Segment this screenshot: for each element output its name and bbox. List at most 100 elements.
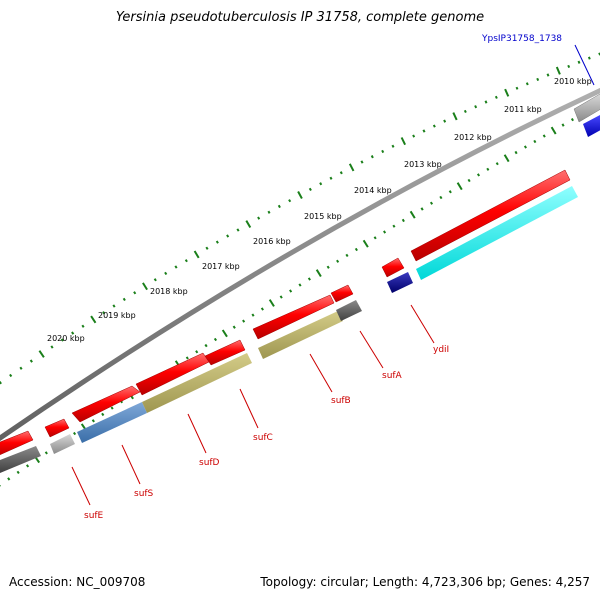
minor-scale-tick — [226, 234, 230, 238]
minor-scale-tick — [164, 271, 168, 276]
navy-category-box[interactable] — [387, 272, 413, 293]
minor-scale-tick — [523, 145, 527, 149]
sufc-sufb-category-box[interactable] — [258, 311, 343, 359]
gene-label-ydiI[interactable]: ydiI — [433, 345, 449, 355]
minor-scale-tick — [112, 304, 116, 308]
kbp-label-2014: 2014 kbp — [354, 186, 392, 195]
minor-scale-tick — [174, 265, 178, 269]
minor-scale-tick — [204, 343, 208, 348]
minor-scale-tick — [232, 325, 236, 329]
minor-scale-tick — [432, 124, 436, 128]
minor-scale-tick — [184, 259, 188, 263]
major-scale-tick — [142, 282, 148, 291]
major-scale-tick — [503, 154, 510, 163]
minor-scale-tick — [494, 95, 498, 99]
cds-features — [0, 93, 600, 457]
locus-tag-label[interactable]: YpsIP31758_1738 — [481, 34, 562, 44]
kbp-label-2013: 2013 kbp — [404, 160, 442, 169]
cds-feature[interactable] — [573, 93, 600, 123]
minor-scale-tick — [236, 228, 240, 232]
minor-scale-tick — [345, 253, 349, 258]
minor-scale-tick — [133, 291, 137, 295]
sufd-category-box[interactable] — [142, 353, 252, 413]
kbp-label-2020: 2020 kbp — [47, 334, 85, 343]
minor-scale-tick — [326, 265, 330, 269]
cds-feature[interactable] — [71, 385, 141, 423]
map-title: Yersinia pseudotuberculosis IP 31758, co… — [115, 10, 485, 25]
gene-label-leaders — [71, 304, 435, 506]
blue-category-box[interactable] — [583, 115, 600, 137]
minor-scale-tick — [257, 216, 261, 220]
minor-scale-tick — [467, 178, 471, 183]
kbp-label-2012: 2012 kbp — [454, 133, 492, 142]
cds-feature[interactable] — [204, 339, 246, 366]
gene-label-sufE[interactable]: sufE — [84, 511, 104, 521]
minor-scale-tick — [561, 123, 565, 127]
minor-scale-tick — [546, 73, 550, 77]
kbp-label-2018: 2018 kbp — [150, 287, 188, 296]
gene-feature-gray[interactable] — [50, 434, 75, 454]
topology-text: Topology: circular; Length: 4,723,306 bp… — [260, 575, 590, 589]
ydii-category-box[interactable] — [416, 186, 578, 280]
minor-scale-tick — [289, 289, 293, 293]
kbp-label-2019: 2019 kbp — [98, 311, 136, 320]
minor-scale-tick — [0, 381, 2, 385]
sufa-gene-feature[interactable] — [336, 300, 362, 321]
kbp-label-2011: 2011 kbp — [504, 105, 542, 114]
minor-scale-tick — [260, 307, 264, 311]
minor-scale-tick — [476, 173, 481, 177]
minor-scale-tick — [91, 419, 95, 423]
minor-scale-tick — [391, 144, 395, 148]
minor-scale-tick — [101, 412, 105, 417]
major-scale-tick — [456, 182, 463, 191]
category-features — [0, 115, 600, 473]
major-scale-tick — [38, 350, 45, 358]
cds-feature[interactable] — [44, 418, 70, 438]
gene-label-sufA[interactable]: sufA — [382, 371, 403, 381]
minor-scale-tick — [277, 204, 281, 209]
minor-scale-tick — [570, 117, 574, 122]
minor-scale-tick — [354, 247, 358, 252]
gene-label-sufB[interactable]: sufB — [331, 396, 351, 406]
major-scale-tick — [452, 112, 458, 121]
sufs-category-box[interactable] — [77, 402, 147, 443]
sufc-leader-line — [239, 388, 259, 429]
minor-scale-tick — [102, 311, 106, 315]
genome-backbone — [0, 87, 600, 442]
cds-feature[interactable] — [410, 169, 571, 262]
gene-label-sufD[interactable]: sufD — [199, 458, 220, 468]
minor-scale-tick — [60, 338, 64, 342]
minor-scale-tick — [288, 199, 292, 203]
accession-text: Accession: NC_009708 — [9, 575, 146, 589]
minor-scale-tick — [448, 190, 452, 194]
minor-scale-tick — [567, 64, 571, 68]
minor-scale-tick — [44, 451, 48, 455]
cds-feature[interactable] — [0, 430, 34, 457]
cds-feature[interactable] — [381, 257, 405, 278]
minor-scale-tick — [401, 218, 405, 223]
minor-scale-tick — [495, 162, 499, 166]
major-scale-tick — [221, 329, 228, 338]
gene-label-sufS[interactable]: sufS — [134, 489, 154, 499]
sufb-leader-line — [309, 353, 333, 393]
kbp-label-2016: 2016 kbp — [253, 237, 291, 246]
minor-scale-tick — [542, 134, 546, 138]
minor-scale-tick — [373, 236, 377, 240]
kbp-label-2017: 2017 kbp — [202, 262, 240, 271]
minor-scale-tick — [81, 324, 85, 328]
major-scale-tick — [362, 239, 369, 248]
minor-scale-tick — [71, 331, 75, 335]
gene-label-sufC[interactable]: sufC — [253, 433, 273, 443]
cds-feature[interactable] — [252, 294, 335, 340]
minor-scale-tick — [577, 60, 581, 64]
minor-scale-tick — [370, 155, 374, 159]
minor-scale-tick — [185, 356, 189, 360]
major-scale-tick — [90, 315, 97, 324]
minor-scale-tick — [463, 109, 467, 114]
minor-scale-tick — [339, 171, 343, 175]
minor-scale-tick — [110, 406, 114, 410]
kbp-label-2015: 2015 kbp — [304, 212, 342, 221]
cds-feature[interactable] — [330, 284, 354, 303]
gene-feature-dark[interactable] — [0, 446, 41, 473]
